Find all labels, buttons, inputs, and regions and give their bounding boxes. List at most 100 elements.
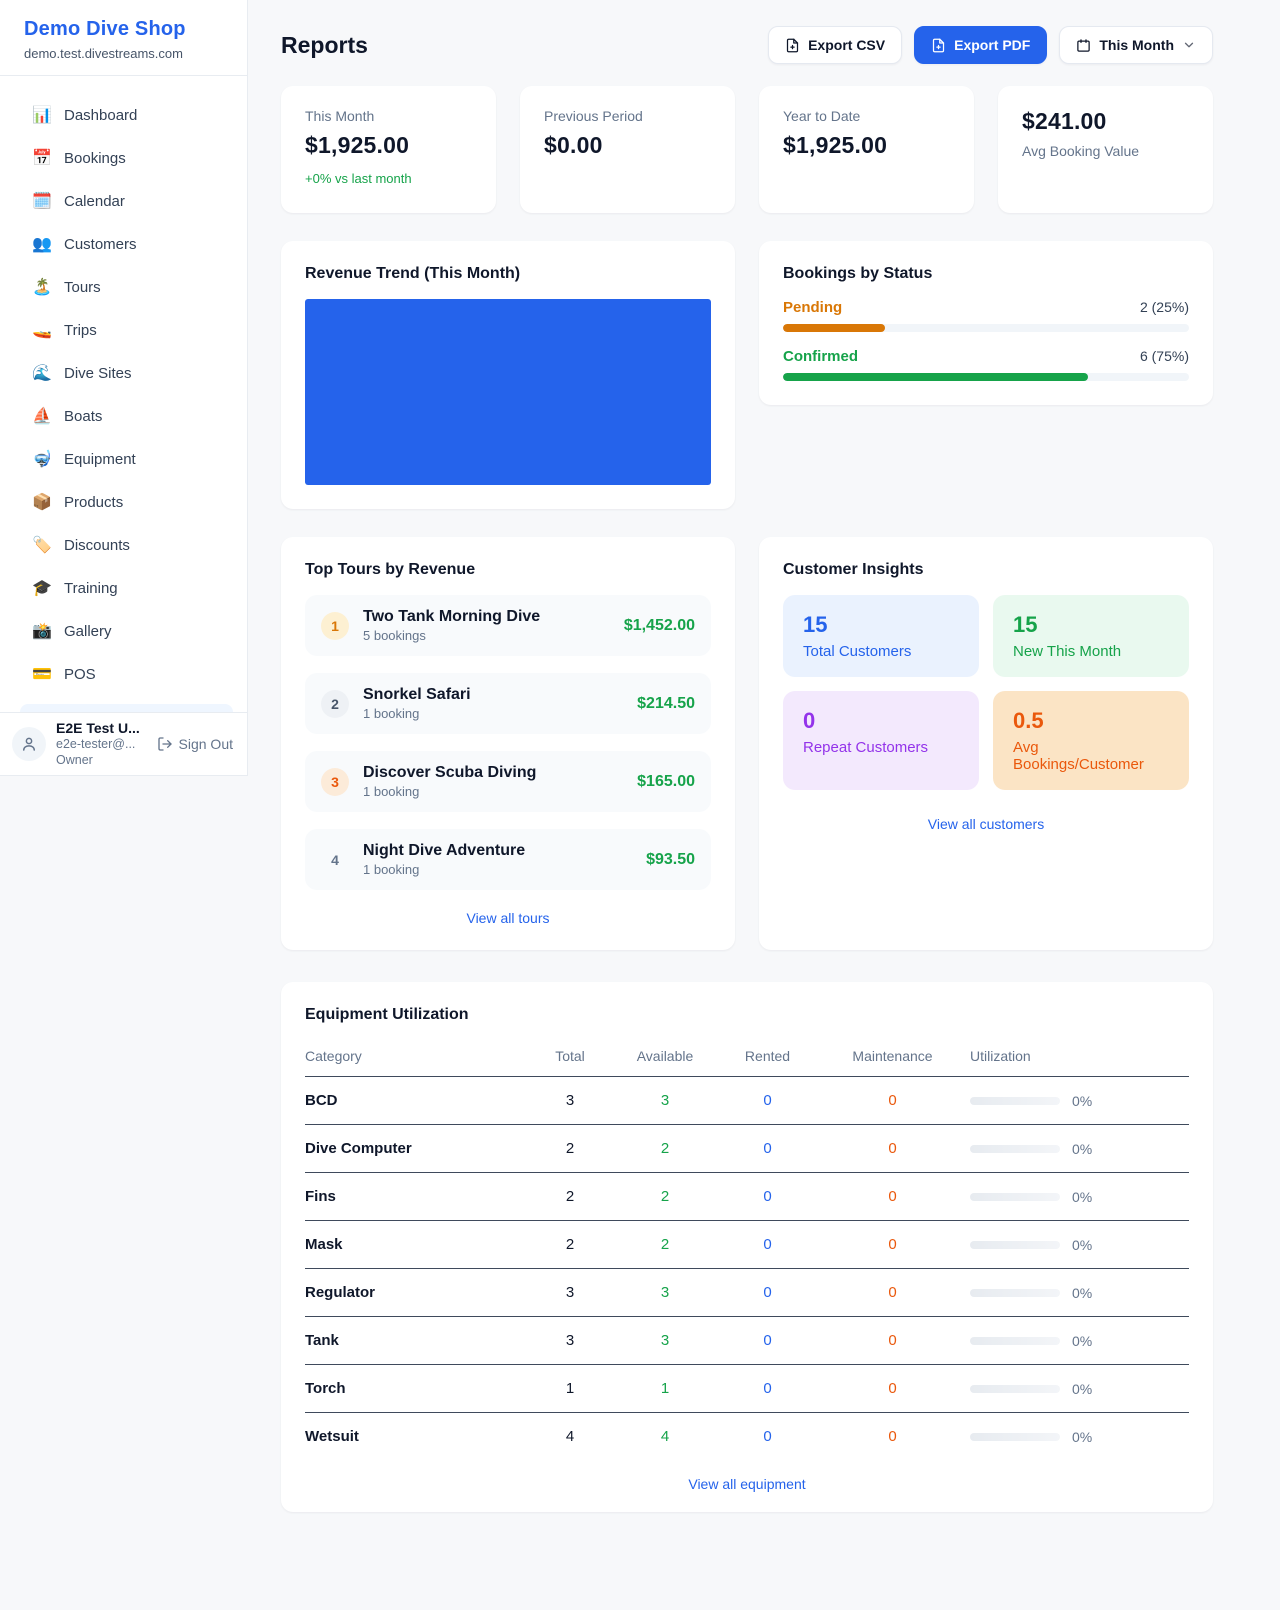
sidebar-item-equipment[interactable]: 🤿 Equipment [20,438,227,481]
view-all-customers-link[interactable]: View all customers [927,816,1045,832]
stat-card-2: Year to Date $1,925.00 [759,86,974,213]
insight-value: 0 [803,708,816,733]
cell-maintenance: 0 [888,1092,897,1109]
nav-icon: 🤿 [32,450,52,468]
sidebar-item-products[interactable]: 📦 Products [20,481,227,524]
cell-maintenance: 0 [888,1140,897,1157]
sidebar-item-dashboard[interactable]: 📊 Dashboard [20,94,227,137]
view-all-tours-link[interactable]: View all tours [466,910,550,926]
utilization-bar [970,1096,1060,1105]
sidebar-item-calendar[interactable]: 🗓️ Calendar [20,180,227,223]
sidebar-item-label: Gallery [64,623,112,640]
sidebar-item-label: Calendar [64,193,125,210]
sign-out-label: Sign Out [178,736,233,752]
tour-bookings: 5 bookings [363,628,426,643]
chevron-down-icon [1184,42,1194,48]
nav-icon: 🏷️ [32,536,52,554]
tour-name: Discover Scuba Diving [363,764,537,781]
sidebar-item-boats[interactable]: ⛵ Boats [20,395,227,438]
sidebar-item-pos[interactable]: 💳 POS [20,653,227,696]
cell-category: Dive Computer [305,1140,412,1157]
cell-total: 1 [565,1380,575,1397]
cell-available: 3 [660,1284,670,1301]
sidebar-item-label: Customers [64,236,137,253]
utilization-bar [970,1240,1060,1249]
cell-available: 1 [660,1380,670,1397]
cell-total: 3 [565,1332,575,1349]
sidebar-item-customers[interactable]: 👥 Customers [20,223,227,266]
table-row: BCD 3 3 0 0 0% [305,1077,1189,1125]
table-row: Tank 3 3 0 0 0% [305,1317,1189,1365]
cell-maintenance: 0 [888,1428,897,1445]
export-csv-button[interactable]: Export CSV [768,26,903,64]
view-all-equipment-link[interactable]: View all equipment [688,1476,806,1492]
cell-rented: 0 [763,1380,772,1397]
nav-icon: 📅 [32,149,52,167]
cell-rented: 0 [763,1428,772,1445]
status-list: Pending 2 (25%) Confirmed 6 (75%) [783,299,1189,381]
sidebar-item-training[interactable]: 🎓 Training [20,567,227,610]
main-content: Reports Export CSV Export PDF This Month… [248,0,1280,1552]
insight-tile: 15 Total Customers [783,595,979,677]
tour-row: 1 Two Tank Morning Dive 5 bookings $1,45… [305,595,711,656]
cell-category: Regulator [305,1284,376,1301]
sidebar-item-label: Products [64,494,124,511]
insight-tile: 0.5 Avg Bookings/Customer [993,691,1189,790]
insight-tiles: 15 Total Customers 15 New This Month 0 R… [783,595,1189,790]
sidebar-item-label: Boats [64,408,103,425]
insight-label: New This Month [1013,643,1122,660]
insight-label: Avg Bookings/Customer [1013,739,1144,773]
status-row: Confirmed 6 (75%) [783,348,1189,381]
page-title: Reports [281,31,368,58]
cell-total: 3 [565,1284,575,1301]
sidebar-item-trips[interactable]: 🚤 Trips [20,309,227,352]
nav-icon: 💳 [32,665,52,683]
utilization-bar [970,1432,1060,1441]
equipment-table-body: BCD 3 3 0 0 0% Dive Computer 2 2 0 [305,1077,1189,1460]
equipment-table: Category Total Available Rented Maintena… [305,1038,1189,1460]
avatar [12,727,46,761]
table-row: Wetsuit 4 4 0 0 0% [305,1413,1189,1460]
tour-amount: $93.50 [646,850,695,868]
cell-category: Fins [305,1188,336,1205]
sidebar-item-bookings[interactable]: 📅 Bookings [20,137,227,180]
user-meta: E2E Test U... e2e-tester@... Owner [56,720,147,769]
cell-rented: 0 [763,1140,772,1157]
sign-out-button[interactable]: Sign Out [157,736,233,752]
cell-rented: 0 [763,1236,772,1253]
tour-row: 4 Night Dive Adventure 1 booking $93.50 [305,829,711,890]
utilization-percent: 0% [1072,1284,1093,1301]
bookings-by-status-card: Bookings by Status Pending 2 (25%) Confi… [759,241,1213,405]
sidebar-item-dive-sites[interactable]: 🌊 Dive Sites [20,352,227,395]
stat-label: Avg Booking Value [1022,143,1140,159]
tour-amount: $1,452.00 [623,616,695,634]
stat-label: Previous Period [544,108,643,124]
utilization-bar [970,1192,1060,1201]
utilization-percent: 0% [1072,1236,1093,1253]
page-header: Reports Export CSV Export PDF This Month [281,26,1213,64]
tour-name: Night Dive Adventure [363,842,526,859]
cell-available: 3 [660,1332,670,1349]
tour-amount: $165.00 [637,772,695,790]
sidebar-item-gallery[interactable]: 📸 Gallery [20,610,227,653]
col-category: Category [305,1048,362,1064]
insight-label: Repeat Customers [803,739,929,756]
tour-bookings: 1 booking [363,862,420,877]
tour-name: Snorkel Safari [363,686,471,703]
utilization-bar [970,1336,1060,1345]
sidebar-item-tours[interactable]: 🏝️ Tours [20,266,227,309]
cell-maintenance: 0 [888,1332,897,1349]
table-row: Fins 2 2 0 0 0% [305,1173,1189,1221]
cell-category: Torch [305,1380,346,1397]
revenue-trend-chart [305,299,711,485]
period-dropdown[interactable]: This Month [1059,26,1213,64]
export-csv-label: Export CSV [808,37,886,53]
tour-amount: $214.50 [637,694,695,712]
sidebar-item-discounts[interactable]: 🏷️ Discounts [20,524,227,567]
bookings-by-status-title: Bookings by Status [783,265,933,282]
export-pdf-button[interactable]: Export PDF [914,26,1048,64]
nav-icon: ⛵ [32,407,52,425]
cell-category: BCD [305,1092,338,1109]
active-nav-item-partial[interactable] [20,704,233,712]
utilization-percent: 0% [1072,1188,1093,1205]
